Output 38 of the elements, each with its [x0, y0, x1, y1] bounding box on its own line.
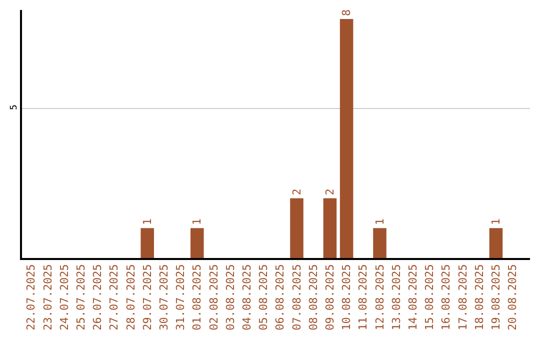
x-tick-label: 12.08.2025 — [373, 264, 386, 330]
x-tick-label: 30.07.2025 — [158, 264, 171, 330]
x-tick-label: 08.08.2025 — [306, 264, 320, 330]
x-tick-label: 25.07.2025 — [74, 264, 88, 330]
x-tick-label: 27.07.2025 — [108, 264, 121, 330]
x-tick-label: 16.08.2025 — [440, 264, 453, 330]
x-tick-label: 28.07.2025 — [124, 264, 138, 330]
data-label: 2 — [290, 188, 304, 196]
x-tick-label: 20.08.2025 — [506, 264, 520, 330]
x-tick-label: 24.07.2025 — [58, 264, 71, 330]
x-tick-label: 22.07.2025 — [24, 264, 38, 330]
data-label: 1 — [140, 218, 154, 226]
x-tick-label: 07.08.2025 — [290, 264, 304, 330]
x-tick-label: 29.07.2025 — [140, 264, 154, 330]
x-tick-label: 05.08.2025 — [257, 264, 270, 330]
x-tick-label: 18.08.2025 — [472, 264, 486, 330]
x-tick-label: 04.08.2025 — [240, 264, 254, 330]
data-label: 2 — [323, 188, 336, 196]
x-tick-label: 10.08.2025 — [340, 264, 354, 330]
x-tick-label: 26.07.2025 — [91, 264, 104, 330]
x-tick-label: 01.08.2025 — [190, 264, 204, 330]
x-tick-label: 19.08.2025 — [490, 264, 503, 330]
data-label: 1 — [373, 218, 386, 226]
data-label: 8 — [340, 9, 354, 16]
x-tick-label: 02.08.2025 — [207, 264, 220, 330]
x-tick-label: 06.08.2025 — [274, 264, 287, 330]
x-tick-label: 03.08.2025 — [224, 264, 237, 330]
x-tick-label: 23.07.2025 — [41, 264, 54, 330]
x-tick-label: 11.08.2025 — [356, 264, 370, 330]
data-label: 1 — [489, 218, 502, 226]
x-tick-label: 09.08.2025 — [324, 264, 337, 330]
x-tick-label: 31.07.2025 — [174, 264, 188, 330]
x-tick-label: 13.08.2025 — [390, 264, 403, 330]
y-tick-label: 5 — [10, 104, 20, 110]
x-tick-label: 17.08.2025 — [456, 264, 470, 330]
data-label: 1 — [190, 218, 204, 226]
x-tick-label: 14.08.2025 — [406, 264, 420, 330]
x-tick-label: 15.08.2025 — [423, 264, 436, 330]
